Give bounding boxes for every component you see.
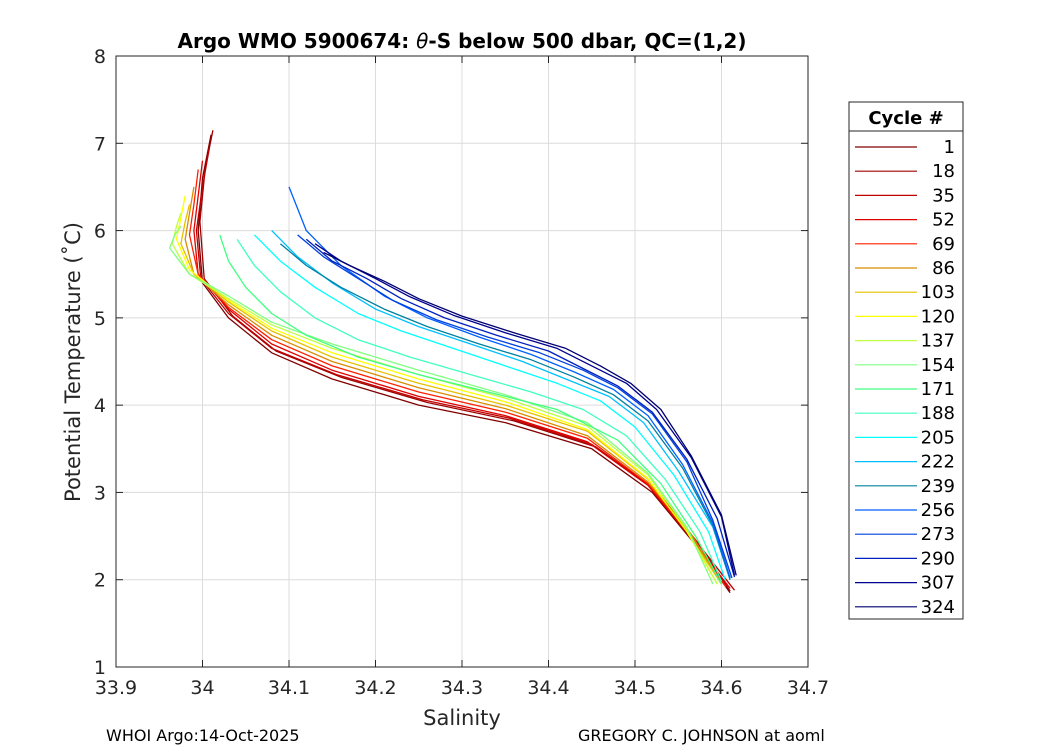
series-layer [168,130,737,594]
series-cycle-290 [305,238,736,578]
legend-label-154: 154 [921,355,955,376]
legend-label-188: 188 [921,403,955,424]
series-cycle-239 [279,243,731,580]
x-tick-label: 34.7 [787,677,829,699]
y-axis-ticks: 1 2 3 4 5 6 7 8 [94,46,808,679]
x-tick-label: 34.5 [614,677,656,699]
y-tick-label: 2 [94,570,106,592]
grid [115,55,809,668]
x-tick-label: 34.2 [354,677,396,699]
legend-label-205: 205 [921,427,955,448]
legend-title: Cycle # [868,108,943,129]
series-cycle-324 [323,251,737,576]
y-tick-label: 3 [94,482,106,504]
legend-label-324: 324 [921,597,955,618]
y-tick-label: 4 [94,395,106,417]
legend-label-18: 18 [932,161,955,182]
legend-label-290: 290 [921,548,955,569]
series-cycle-307 [314,243,736,576]
y-tick-label: 7 [94,133,106,155]
x-tick-label: 34.1 [268,677,310,699]
legend-entries: 1 18 35 52 69 86 103 120 137 154 171 188 205 222 239 25… [855,137,955,618]
legend-label-256: 256 [921,500,955,521]
legend-label-86: 86 [932,258,955,279]
legend-label-239: 239 [921,476,955,497]
series-cycle-18 [199,130,731,592]
legend-label-307: 307 [921,573,955,594]
series-cycle-69 [188,169,727,588]
y-tick-label: 5 [94,308,106,330]
legend-label-120: 120 [921,306,955,327]
legend-label-69: 69 [932,234,955,255]
series-cycle-256 [288,186,731,579]
series-cycle-35 [195,147,736,591]
x-tick-label: 34.6 [700,677,742,699]
x-tick-label: 34.4 [527,677,569,699]
legend-label-171: 171 [921,379,955,400]
y-axis-label: Potential Temperature (˚C) [61,222,85,502]
series-cycle-120 [175,195,718,585]
series-cycle-222 [271,230,731,580]
legend-box [848,101,964,620]
legend-label-35: 35 [932,185,955,206]
y-tick-label: 8 [94,46,106,68]
footer-right: GREGORY C. JOHNSON at aoml [578,726,825,745]
legend-label-103: 103 [921,282,955,303]
legend-label-273: 273 [921,524,955,545]
series-cycle-1 [197,134,731,594]
legend-label-1: 1 [944,137,955,158]
series-cycle-154 [168,225,714,585]
legend-label-52: 52 [932,210,955,231]
legend-label-137: 137 [921,331,955,352]
series-cycle-188 [236,238,723,582]
x-tick-label: 34.3 [441,677,483,699]
chart-title: Argo WMO 5900674: θ-S below 500 dbar, QC… [178,29,747,53]
series-cycle-171 [219,234,723,585]
y-tick-label: 1 [94,657,106,679]
footer-left: WHOI Argo:14-Oct-2025 [106,726,300,745]
x-axis-label: Salinity [423,706,501,730]
x-axis-ticks: 33.9 34 34.1 34.2 34.3 34.4 34.5 34.6 34.7 [95,56,829,699]
x-tick-label: 34 [190,677,214,699]
series-cycle-137 [171,212,718,585]
x-tick-label: 33.9 [95,677,137,699]
series-cycle-205 [253,234,727,582]
series-cycle-273 [297,234,733,579]
series-cycle-103 [180,204,723,585]
series-cycle-52 [193,160,731,589]
series-cycle-86 [184,186,723,585]
legend-label-222: 222 [921,452,955,473]
y-tick-label: 6 [94,221,106,243]
legend: Cycle # 1 18 35 52 69 86 103 120 137 154 171 188 205… [848,101,964,620]
